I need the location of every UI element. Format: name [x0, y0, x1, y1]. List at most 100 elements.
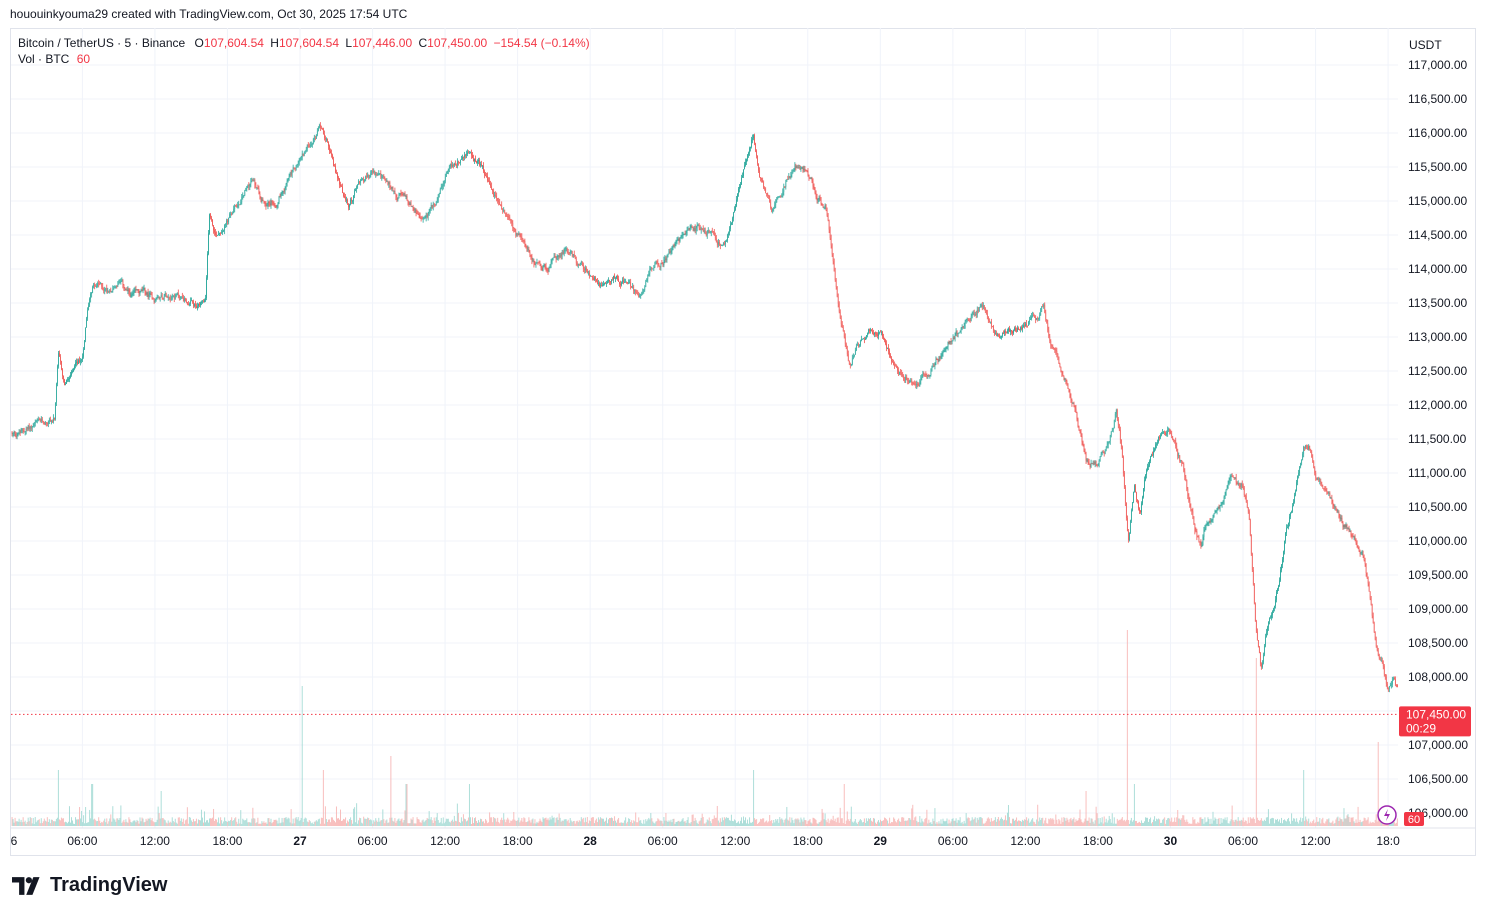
candle-body	[294, 168, 296, 170]
candle-body	[1214, 510, 1216, 514]
volume-bar	[382, 809, 384, 826]
candle-body	[226, 220, 228, 225]
volume-bar	[1112, 823, 1114, 826]
volume-bar	[587, 823, 589, 826]
candle-body	[269, 203, 271, 206]
candle-body	[1372, 615, 1374, 624]
candle-body	[494, 194, 495, 196]
volume-bar	[647, 819, 649, 826]
candle-body	[283, 190, 285, 192]
volume-bar	[334, 822, 336, 826]
candle-body	[244, 190, 246, 196]
volume-bar	[1265, 817, 1267, 826]
currency-selector[interactable]: USDT	[1402, 33, 1470, 57]
volume-bar	[626, 823, 628, 826]
tradingview-brand[interactable]: TradingView	[12, 874, 167, 897]
volume-label[interactable]: Vol · BTC	[18, 52, 70, 66]
candle-body	[449, 164, 451, 167]
candle-body	[52, 421, 53, 422]
candle-body	[742, 175, 743, 178]
volume-bar	[44, 820, 46, 826]
candle-body	[715, 238, 717, 243]
candle-body	[1007, 330, 1008, 334]
volume-bar	[653, 822, 655, 826]
volume-bar	[737, 821, 739, 826]
candle-body	[370, 173, 372, 177]
candle-body	[805, 170, 807, 172]
volume-bar	[681, 819, 683, 826]
volume-bar	[788, 820, 790, 826]
candle-body	[518, 234, 520, 236]
candle-body	[173, 296, 175, 299]
candle-body	[1052, 345, 1054, 348]
time-tick-label: 18:00	[793, 834, 823, 848]
volume-bar	[1155, 821, 1157, 826]
volume-bar	[782, 819, 784, 826]
price-tick-label: 112,000.00	[1408, 398, 1467, 412]
price-tick-label: 116,500.00	[1408, 92, 1467, 106]
candle-body	[1096, 464, 1098, 466]
volume-bar	[1012, 818, 1014, 826]
candle-body	[1079, 429, 1081, 433]
candle-body	[1227, 483, 1229, 489]
volume-bar	[1340, 819, 1342, 826]
volume-bar	[198, 820, 200, 826]
volume-bar	[581, 819, 583, 826]
candle-body	[762, 179, 763, 183]
candle-body	[663, 260, 665, 266]
candle-body	[366, 176, 368, 178]
volume-bar	[1000, 817, 1002, 826]
volume-bar	[1033, 821, 1035, 826]
volume-bar	[850, 806, 852, 826]
candle-body	[521, 236, 523, 239]
volume-bar	[577, 822, 579, 826]
volume-bar	[842, 823, 844, 826]
candle-body	[859, 345, 860, 347]
volume-bar	[727, 817, 729, 826]
candle-body	[483, 165, 484, 172]
volume-bar	[1394, 823, 1396, 826]
candle-body	[1053, 347, 1055, 350]
candle-body	[116, 285, 118, 287]
volume-bar	[817, 823, 819, 826]
volume-bar	[358, 820, 360, 826]
candle-body	[1274, 605, 1275, 609]
volume-bar	[784, 819, 786, 826]
candle-body	[1219, 505, 1221, 509]
candle-body	[368, 174, 370, 178]
candle-body	[997, 334, 998, 336]
volume-bar	[168, 822, 170, 826]
volume-bar	[489, 812, 491, 826]
volume-bar	[69, 822, 71, 826]
candle-body	[1041, 306, 1043, 310]
volume-bar	[675, 821, 677, 826]
candle-body	[1030, 318, 1031, 320]
volume-bar	[285, 817, 287, 826]
candle-body	[509, 216, 511, 219]
volume-bar	[148, 818, 150, 826]
candle-body	[465, 155, 466, 156]
candle-body	[163, 296, 165, 299]
candle-body	[1281, 564, 1282, 571]
candle-body	[484, 171, 485, 175]
candle-body	[1097, 465, 1099, 467]
candle-body	[375, 174, 377, 176]
candle-body	[567, 250, 569, 253]
candle-body	[170, 298, 172, 300]
candle-body	[1059, 363, 1061, 368]
candle-body	[702, 228, 704, 232]
candle-body	[1008, 328, 1009, 331]
candle-body	[994, 330, 995, 334]
candle-body	[613, 275, 614, 281]
volume-bar	[486, 820, 488, 826]
candle-body	[1200, 542, 1202, 547]
volume-bar	[679, 822, 681, 826]
candle-body	[696, 225, 698, 229]
volume-bar	[1046, 823, 1048, 826]
volume-bar	[1355, 819, 1357, 826]
volume-bar	[1346, 815, 1348, 826]
volume-bar	[529, 820, 531, 826]
candle-body	[362, 178, 364, 180]
symbol-title[interactable]: Bitcoin / TetherUS · 5 · Binance	[18, 36, 186, 50]
